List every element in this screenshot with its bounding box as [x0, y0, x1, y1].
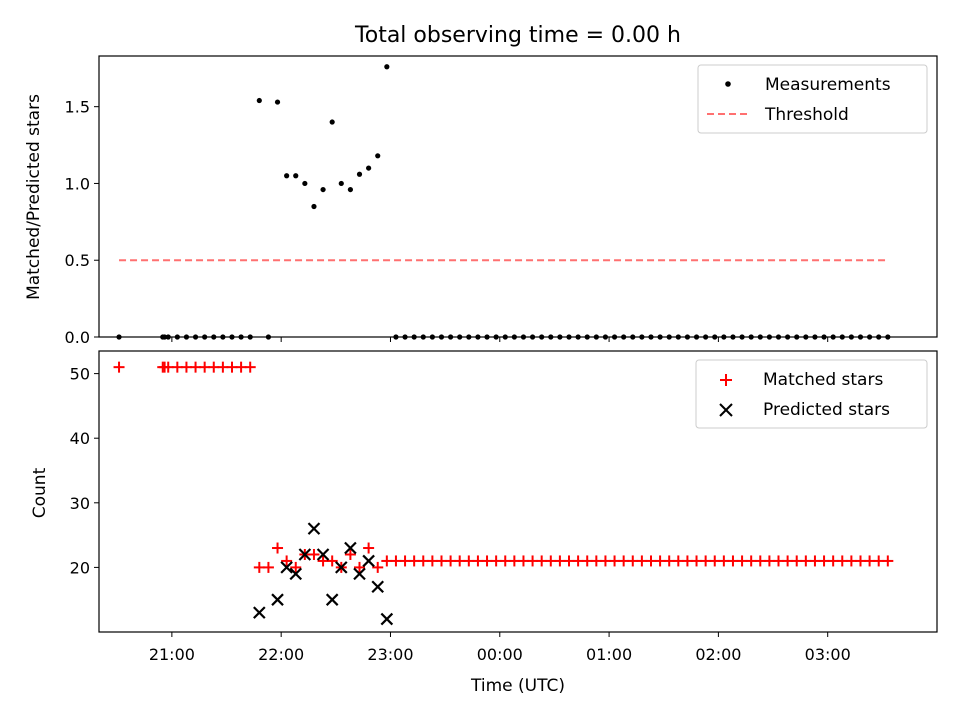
- top-axes-frame: [98, 55, 938, 338]
- x-tick-label: 02:00: [695, 645, 741, 664]
- matched-point: [262, 561, 274, 573]
- legend-predicted-label: Predicted stars: [763, 400, 890, 420]
- predicted-point: [316, 548, 330, 561]
- predicted-point: [298, 548, 312, 561]
- matched-point: [272, 542, 284, 554]
- x-tick-label: 01:00: [586, 645, 632, 664]
- x-tick-label: 23:00: [367, 645, 413, 664]
- measurement-point: [329, 119, 335, 125]
- predicted-point: [289, 567, 303, 581]
- legend-matched-label: Matched stars: [763, 370, 883, 390]
- predicted-point: [253, 606, 266, 619]
- legend-measurements-marker: [725, 81, 731, 87]
- predicted-point: [362, 554, 375, 568]
- predicted-point: [335, 561, 348, 574]
- bottom-panel: Count Time (UTC) 20 30 40 50 21:00 22:00 23:00…: [30, 350, 938, 696]
- predicted-point: [325, 593, 339, 606]
- matched-point: [113, 361, 125, 373]
- y-tick-label: 30: [70, 494, 90, 513]
- legend-threshold-label: Threshold: [764, 105, 849, 125]
- matched-point: [281, 555, 293, 567]
- legend-predicted-marker: [719, 403, 733, 417]
- measurement-point: [311, 203, 317, 210]
- measurement-point: [274, 99, 281, 105]
- y-tick-label: 40: [70, 429, 90, 448]
- predicted-point: [353, 567, 366, 581]
- predicted-point: [280, 561, 293, 574]
- y-tick-label: 0.5: [65, 251, 90, 270]
- measurement-point: [356, 171, 363, 177]
- matched-point: [354, 561, 366, 573]
- y-tick-label: 1.5: [65, 98, 90, 117]
- measurement-point: [347, 186, 353, 193]
- top-legend: Measurements Threshold: [697, 64, 928, 134]
- measurement-point: [256, 97, 262, 104]
- top-title: Total observing time = 0.00 h: [354, 23, 681, 48]
- matched-point: [326, 555, 338, 567]
- measurement-point: [320, 186, 326, 193]
- bottom-legend: Matched stars Predicted stars: [695, 359, 928, 429]
- matched-point: [290, 561, 302, 573]
- measurement-point: [375, 153, 381, 159]
- measurement-point: [384, 64, 390, 70]
- measurement-point: [338, 180, 344, 187]
- matched-point: [882, 555, 894, 567]
- x-tick-label: 03:00: [805, 645, 851, 664]
- y-tick-label: 20: [70, 558, 90, 577]
- y-tick-label: 1.0: [65, 174, 90, 193]
- legend-measurements-label: Measurements: [765, 75, 891, 95]
- x-tick-label: 00:00: [477, 645, 523, 664]
- bottom-ylabel: Count: [30, 467, 50, 518]
- top-legend-box: [697, 64, 928, 134]
- y-tick-label: 0.0: [65, 328, 90, 347]
- legend-matched-marker: [720, 374, 732, 386]
- measurement-point: [302, 180, 308, 187]
- predicted-point: [371, 580, 385, 594]
- y-tick-label: 50: [70, 365, 90, 384]
- x-tick-label: 22:00: [258, 645, 304, 664]
- predicted-point: [307, 522, 321, 535]
- matched-point: [244, 361, 256, 373]
- matched-point: [344, 548, 356, 560]
- matched-point: [308, 548, 320, 560]
- predicted-point: [271, 593, 284, 606]
- x-tick-label: 21:00: [149, 645, 195, 664]
- predicted-point: [380, 612, 394, 626]
- bottom-legend-box: [695, 359, 928, 429]
- predicted-point: [344, 541, 357, 555]
- bottom-plot-area: 20 30 40 50 21:00 22:00 23:00 00:00 01:00 02:00 03…: [70, 361, 894, 664]
- matched-point: [372, 561, 384, 573]
- top-panel: Total observing time = 0.00 h Matched/Pr…: [24, 23, 938, 347]
- measurement-point: [284, 173, 290, 179]
- measurement-point: [293, 173, 299, 179]
- matched-point: [363, 542, 375, 554]
- top-ylabel: Matched/Predicted stars: [24, 94, 44, 300]
- bottom-axes-frame: [98, 350, 938, 633]
- bottom-xlabel: Time (UTC): [470, 676, 565, 696]
- measurement-point: [366, 165, 372, 171]
